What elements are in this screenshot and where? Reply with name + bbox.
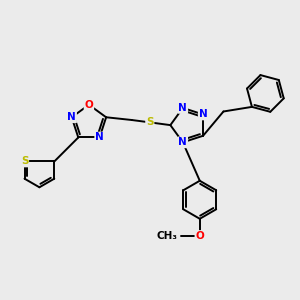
Text: O: O [85, 100, 93, 110]
Text: S: S [146, 117, 154, 128]
Text: N: N [178, 137, 187, 147]
Text: S: S [21, 157, 28, 166]
Text: O: O [195, 231, 204, 241]
Text: N: N [199, 110, 208, 119]
Text: N: N [95, 133, 104, 142]
Text: CH₃: CH₃ [156, 231, 177, 241]
Text: N: N [178, 103, 187, 113]
Text: N: N [67, 112, 76, 122]
